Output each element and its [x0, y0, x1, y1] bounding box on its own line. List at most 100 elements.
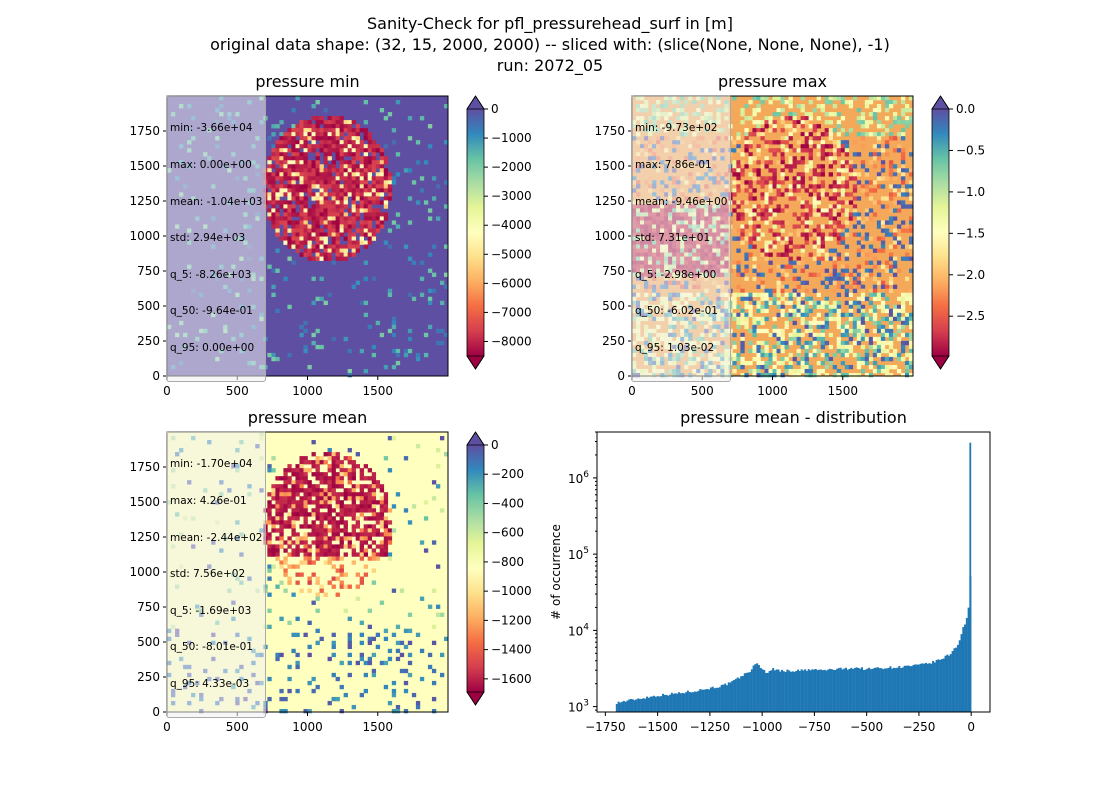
- heatmap-cell: [327, 116, 332, 121]
- heatmap-cell: [295, 132, 300, 137]
- heatmap-cell: [391, 332, 397, 338]
- heatmap-cell: [856, 304, 862, 310]
- heatmap-cell: [363, 164, 369, 169]
- heatmap-cell: [864, 172, 870, 177]
- heatmap-cell: [764, 352, 769, 358]
- heatmap-cell: [796, 300, 801, 306]
- heatmap-cell: [872, 96, 878, 101]
- heatmap-cell: [359, 536, 364, 541]
- heatmap-cell: [295, 504, 300, 509]
- heatmap-cell: [804, 288, 809, 293]
- heatmap-cell: [307, 184, 312, 189]
- heatmap-cell: [808, 272, 813, 277]
- heatmap-cell: [832, 192, 838, 197]
- heatmap-cell: [820, 352, 825, 358]
- heatmap-cell: [796, 124, 801, 129]
- heatmap-cell: [760, 192, 765, 197]
- heatmap-cell: [840, 140, 846, 145]
- heatmap-cell: [848, 164, 854, 169]
- heatmap-cell: [383, 532, 389, 537]
- heatmap-cell: [884, 116, 890, 121]
- heatmap-cell: [351, 192, 356, 197]
- heatmap-cell: [736, 136, 741, 141]
- heatmap-cell: [271, 220, 276, 225]
- heatmap-cell: [752, 264, 757, 269]
- heatmap-cell: [343, 504, 348, 509]
- heatmap-cell: [788, 100, 793, 105]
- heatmap-cell: [311, 144, 316, 149]
- heatmap-cell: [271, 200, 276, 205]
- heatmap-cell: [343, 552, 348, 557]
- heatmap-cell: [848, 168, 854, 173]
- heatmap-cell: [391, 692, 397, 698]
- heatmap-cell: [760, 364, 765, 370]
- heatmap-cell: [359, 652, 364, 658]
- heatmap-cell: [900, 188, 906, 193]
- heatmap-cell: [880, 96, 886, 101]
- heatmap-cell: [295, 228, 300, 233]
- histogram-bar: [775, 669, 778, 712]
- heatmap-cell: [351, 148, 356, 153]
- heatmap-cell: [776, 112, 781, 117]
- heatmap-cell: [844, 140, 850, 145]
- heatmap-cell: [295, 232, 300, 237]
- heatmap-cell: [275, 500, 280, 505]
- histogram-bar: [964, 624, 967, 712]
- heatmap-cell: [331, 464, 336, 469]
- heatmap-cell: [327, 548, 332, 553]
- heatmap-cell: [315, 244, 320, 249]
- heatmap-cell: [299, 588, 304, 593]
- heatmap-cell: [908, 116, 914, 121]
- heatmap-cell: [419, 276, 425, 281]
- heatmap-cell: [788, 352, 793, 358]
- heatmap-cell: [808, 364, 813, 370]
- heatmap-cell: [295, 160, 300, 165]
- heatmap-cell: [383, 212, 389, 217]
- heatmap-cell: [327, 232, 332, 237]
- histogram-bar: [741, 675, 744, 712]
- heatmap-cell: [904, 316, 910, 322]
- heatmap-cell: [275, 488, 280, 493]
- heatmap-cell: [311, 180, 316, 185]
- colorbar-0: 0−1000−2000−3000−4000−5000−6000−7000−800…: [466, 95, 532, 370]
- heatmap-cell: [359, 552, 364, 557]
- heatmap-cell: [315, 240, 320, 245]
- heatmap-cell: [339, 200, 344, 205]
- heatmap-cell: [283, 220, 288, 225]
- heatmap-cell: [347, 144, 352, 149]
- heatmap-cell: [271, 212, 276, 217]
- heatmap-cell: [748, 308, 753, 314]
- heatmap-cell: [892, 308, 898, 314]
- heatmap-cell: [828, 156, 834, 161]
- heatmap-cell: [363, 564, 369, 569]
- heatmap-cell: [351, 460, 356, 465]
- heatmap-cell: [824, 320, 829, 326]
- heatmap-cell: [359, 656, 364, 662]
- heatmap-cell: [379, 512, 385, 517]
- heatmap-cell: [283, 480, 288, 485]
- heatmap-cell: [323, 184, 328, 189]
- heatmap-cell: [888, 308, 894, 314]
- heatmap-cell: [752, 344, 757, 350]
- heatmap-cell: [852, 276, 858, 281]
- heatmap-cell: [792, 260, 797, 265]
- heatmap-cell: [816, 332, 821, 338]
- heatmap-cell: [271, 216, 276, 221]
- heatmap-cell: [808, 320, 813, 326]
- heatmap-cell: [363, 160, 369, 165]
- heatmap-cell: [343, 180, 348, 185]
- heatmap-cell: [828, 144, 834, 149]
- heatmap-cell: [267, 540, 272, 545]
- heatmap-cell: [868, 364, 874, 370]
- heatmap-cell: [888, 268, 894, 273]
- heatmap-cell: [860, 268, 866, 273]
- heatmap-cell: [367, 524, 373, 529]
- heatmap-cell: [768, 260, 773, 265]
- heatmap-cell: [892, 272, 898, 277]
- heatmap-cell: [367, 636, 373, 642]
- heatmap-cell: [816, 200, 821, 205]
- heatmap-cell: [303, 708, 308, 714]
- heatmap-cell: [876, 224, 882, 229]
- heatmap-cell: [836, 140, 842, 145]
- heatmap-cell: [828, 236, 834, 241]
